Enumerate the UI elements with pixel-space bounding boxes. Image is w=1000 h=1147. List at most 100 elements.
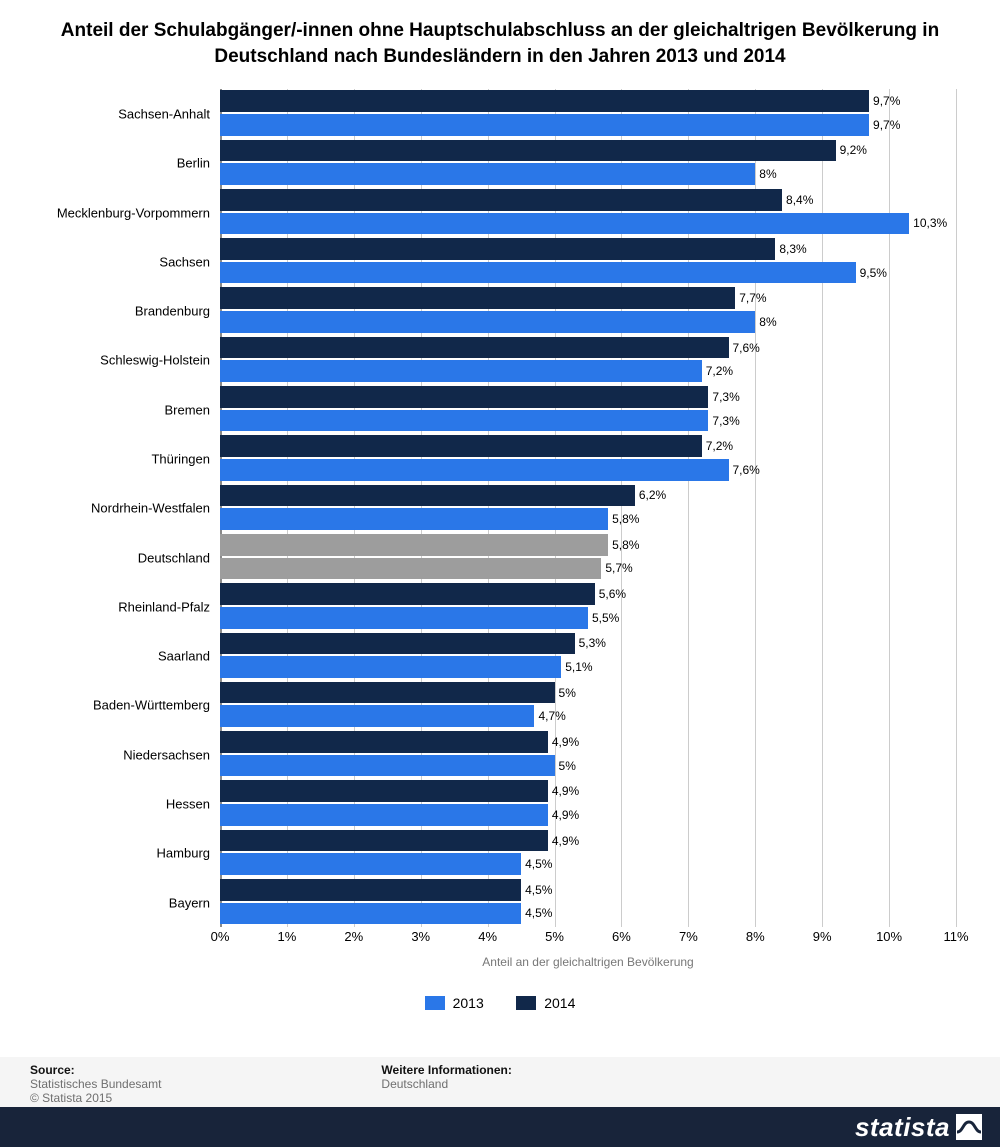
gridline (956, 89, 957, 927)
bar-2014: 7,7% (220, 287, 735, 309)
footer-brand-bar: statista (0, 1107, 1000, 1147)
bar-value-2013: 8% (759, 167, 776, 181)
bar-2013: 4,5% (220, 903, 521, 925)
brand-wave-icon (956, 1114, 982, 1140)
category-label: Thüringen (151, 451, 210, 466)
chart-area: Sachsen-Anhalt9,7%9,7%Berlin9,2%8%Meckle… (30, 81, 970, 991)
source-line2: © Statista 2015 (30, 1091, 161, 1105)
bar-value-2013: 7,3% (712, 414, 739, 428)
category-label: Nordrhein-Westfalen (91, 501, 210, 516)
source-line1: Statistisches Bundesamt (30, 1077, 161, 1091)
bar-value-2013: 9,5% (860, 266, 887, 280)
legend-item-2014: 2014 (516, 995, 575, 1011)
bar-2013: 4,7% (220, 705, 534, 727)
bar-2013: 9,5% (220, 262, 856, 284)
bar-value-2013: 5,7% (605, 561, 632, 575)
x-tick-label: 11% (943, 929, 968, 944)
footer-info: Source: Statistisches Bundesamt © Statis… (0, 1057, 1000, 1107)
x-axis-label: Anteil an der gleichaltrigen Bevölkerung (220, 955, 956, 969)
bar-rows: Sachsen-Anhalt9,7%9,7%Berlin9,2%8%Meckle… (220, 89, 956, 927)
bar-value-2013: 4,5% (525, 857, 552, 871)
legend-item-2013: 2013 (425, 995, 484, 1011)
bar-value-2014: 8,3% (779, 242, 806, 256)
category-label: Brandenburg (135, 304, 210, 319)
bar-2014: 4,9% (220, 830, 548, 852)
category-label: Deutschland (138, 550, 210, 565)
bar-2013: 5,1% (220, 656, 561, 678)
bar-value-2013: 5,5% (592, 611, 619, 625)
bar-value-2014: 5,3% (579, 636, 606, 650)
bar-2014: 8,3% (220, 238, 775, 260)
bar-row: Bremen7,3%7,3% (220, 385, 956, 434)
bar-2014: 9,7% (220, 90, 869, 112)
info-line1: Deutschland (381, 1077, 511, 1091)
bar-value-2014: 5% (559, 686, 576, 700)
bar-2014: 7,3% (220, 386, 708, 408)
footer-source: Source: Statistisches Bundesamt © Statis… (30, 1063, 161, 1101)
bar-value-2013: 5,8% (612, 512, 639, 526)
footer-more-info: Weitere Informationen: Deutschland (381, 1063, 511, 1101)
bar-row: Berlin9,2%8% (220, 139, 956, 188)
legend-label-2014: 2014 (544, 995, 575, 1011)
bar-row: Mecklenburg-Vorpommern8,4%10,3% (220, 188, 956, 237)
bar-value-2013: 9,7% (873, 118, 900, 132)
bar-value-2013: 10,3% (913, 216, 947, 230)
bar-2014: 5,3% (220, 633, 575, 655)
bar-2013: 5,8% (220, 508, 608, 530)
footer: Source: Statistisches Bundesamt © Statis… (0, 1057, 1000, 1147)
bar-value-2014: 7,2% (706, 439, 733, 453)
legend-swatch-2013 (425, 996, 445, 1010)
bar-value-2013: 7,6% (733, 463, 760, 477)
bar-row: Saarland5,3%5,1% (220, 632, 956, 681)
bar-2013: 9,7% (220, 114, 869, 136)
x-tick-label: 5% (545, 929, 564, 944)
x-ticks: 0%1%2%3%4%5%6%7%8%9%10%11% (220, 929, 956, 947)
bar-2014: 8,4% (220, 189, 782, 211)
bar-row: Bayern4,5%4,5% (220, 878, 956, 927)
category-label: Rheinland-Pfalz (118, 599, 210, 614)
category-label: Bayern (169, 895, 210, 910)
bar-2014: 7,2% (220, 435, 702, 457)
bar-value-2014: 6,2% (639, 488, 666, 502)
bar-2014: 4,9% (220, 780, 548, 802)
category-label: Sachsen-Anhalt (118, 106, 210, 121)
bar-2014: 7,6% (220, 337, 729, 359)
bar-row: Rheinland-Pfalz5,6%5,5% (220, 582, 956, 631)
plot-area: Sachsen-Anhalt9,7%9,7%Berlin9,2%8%Meckle… (220, 89, 956, 927)
x-tick-label: 4% (478, 929, 497, 944)
category-label: Saarland (158, 649, 210, 664)
x-tick-label: 3% (411, 929, 430, 944)
bar-value-2013: 5,1% (565, 660, 592, 674)
x-tick-label: 7% (679, 929, 698, 944)
bar-value-2014: 9,7% (873, 94, 900, 108)
bar-value-2014: 4,5% (525, 883, 552, 897)
bar-2013: 10,3% (220, 213, 909, 235)
bar-row: Nordrhein-Westfalen6,2%5,8% (220, 484, 956, 533)
bar-2013: 4,9% (220, 804, 548, 826)
x-tick-label: 1% (278, 929, 297, 944)
bar-2013: 7,6% (220, 459, 729, 481)
bar-row: Deutschland5,8%5,7% (220, 533, 956, 582)
bar-row: Sachsen8,3%9,5% (220, 237, 956, 286)
bar-2013: 8% (220, 311, 755, 333)
category-label: Baden-Württemberg (93, 698, 210, 713)
legend-label-2013: 2013 (453, 995, 484, 1011)
bar-2014: 9,2% (220, 140, 836, 162)
source-title: Source: (30, 1063, 161, 1077)
x-tick-label: 6% (612, 929, 631, 944)
bar-row: Sachsen-Anhalt9,7%9,7% (220, 89, 956, 138)
bar-row: Brandenburg7,7%8% (220, 286, 956, 335)
category-label: Sachsen (159, 254, 210, 269)
bar-2014: 5,6% (220, 583, 595, 605)
bar-value-2014: 5,8% (612, 538, 639, 552)
bar-2013: 7,3% (220, 410, 708, 432)
bar-value-2014: 4,9% (552, 735, 579, 749)
info-title: Weitere Informationen: (381, 1063, 511, 1077)
bar-2014: 5% (220, 682, 555, 704)
legend: 2013 2014 (0, 995, 1000, 1015)
x-tick-label: 2% (344, 929, 363, 944)
bar-value-2014: 4,9% (552, 834, 579, 848)
bar-row: Thüringen7,2%7,6% (220, 434, 956, 483)
category-label: Bremen (164, 402, 210, 417)
bar-value-2013: 4,5% (525, 906, 552, 920)
